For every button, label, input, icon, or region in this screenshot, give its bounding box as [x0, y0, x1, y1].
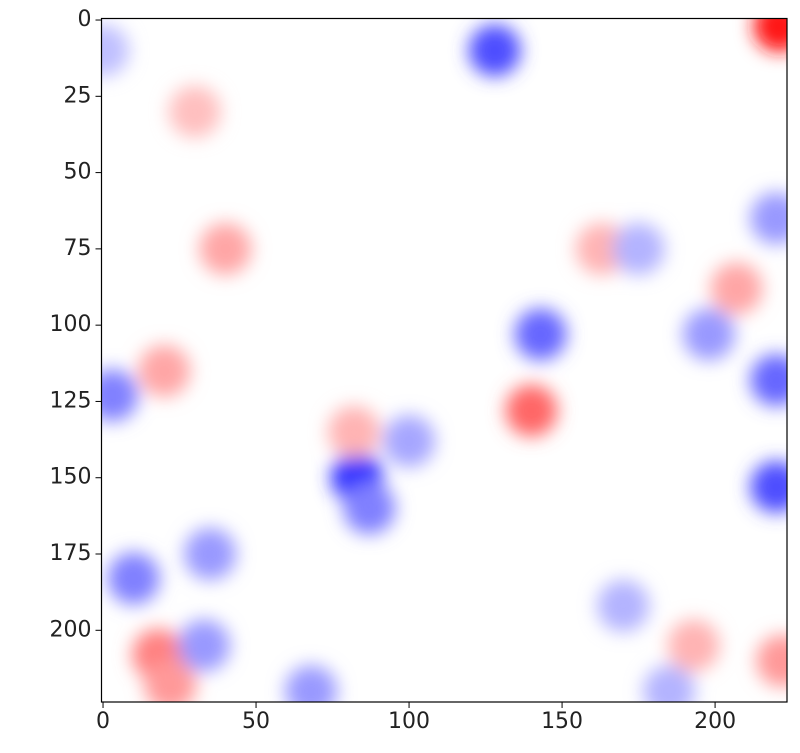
heat-blob [575, 222, 628, 275]
heat-blob [168, 85, 221, 138]
heat-blob [144, 659, 197, 702]
heat-blob [138, 344, 191, 397]
heat-blob [178, 619, 231, 672]
y-tick-label: 100 [50, 312, 92, 337]
heat-blob [753, 18, 787, 53]
heat-blob [285, 665, 338, 702]
x-tick-label: 150 [541, 709, 583, 734]
heat-blob [107, 552, 160, 605]
heat-blob [383, 415, 436, 468]
heat-blob [343, 482, 396, 535]
heat-blob [750, 192, 787, 245]
axes-frame [100, 17, 788, 703]
heat-blob [643, 665, 696, 702]
heat-blob [750, 460, 787, 513]
y-tick-label: 150 [50, 465, 92, 490]
y-tick-label: 50 [64, 160, 92, 185]
heat-blob [505, 384, 558, 437]
heat-blob [612, 222, 665, 275]
y-tick-label: 25 [64, 83, 92, 108]
y-tick-label: 200 [50, 617, 92, 642]
y-tick-label: 125 [50, 388, 92, 413]
heat-blob [327, 405, 380, 458]
plot-area [101, 18, 787, 702]
heat-blob [667, 619, 720, 672]
heat-blob [682, 308, 735, 361]
x-tick-label: 50 [242, 709, 270, 734]
heat-blob [101, 369, 139, 422]
y-tick-label: 175 [50, 541, 92, 566]
x-tick-label: 100 [388, 709, 430, 734]
heat-blob [184, 528, 237, 581]
heat-blob [750, 354, 787, 407]
heatmap-image [101, 18, 787, 702]
heat-blob [199, 222, 252, 275]
heat-blob [101, 24, 130, 77]
heat-blob [468, 24, 521, 77]
heat-blob [710, 262, 763, 315]
heat-blob [597, 579, 650, 632]
heat-blob [756, 634, 787, 687]
x-tick-label: 200 [694, 709, 736, 734]
y-tick-label: 0 [78, 7, 92, 32]
y-tick-label: 75 [64, 236, 92, 261]
heat-blob [514, 308, 567, 361]
x-tick-label: 0 [96, 709, 110, 734]
